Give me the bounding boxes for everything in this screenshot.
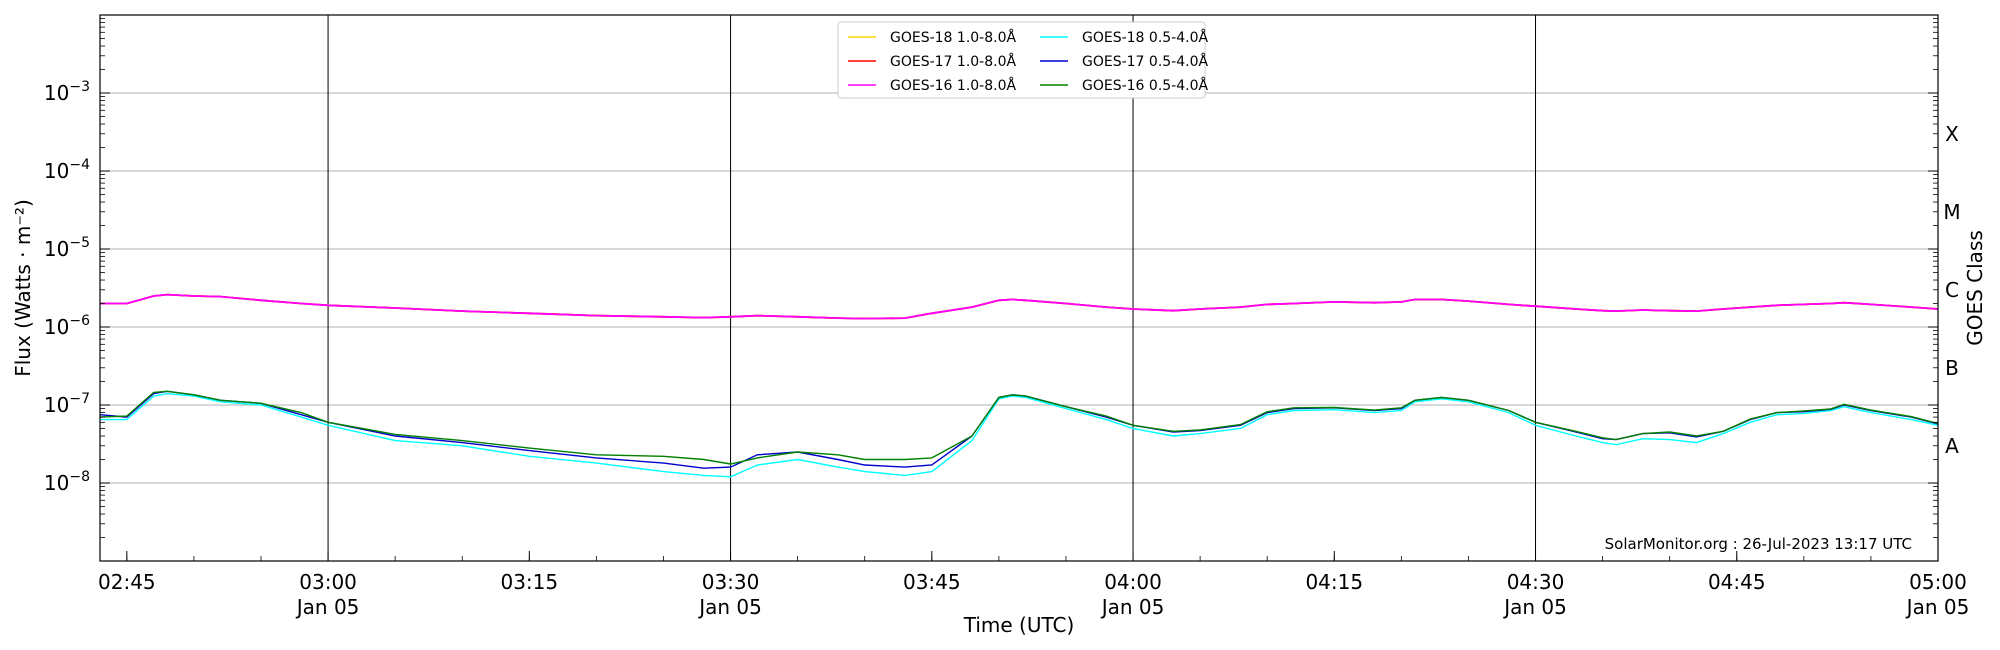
x-tick-label: 04:15 [1305, 570, 1363, 594]
goes-class-label: C [1945, 278, 1959, 302]
x-tick-date-label: Jan 05 [1905, 595, 1970, 619]
x-tick-label: 05:00 [1909, 570, 1967, 594]
goes-class-label: B [1945, 356, 1959, 380]
y-tick-label: 10−7 [44, 391, 90, 417]
legend-box [837, 21, 1206, 99]
legend-entry-label: GOES-17 1.0-8.0Å [890, 53, 1016, 70]
legend-entry-label: GOES-18 1.0-8.0Å [890, 29, 1016, 46]
series-line [99, 390, 1939, 469]
plot-frame [99, 14, 1939, 562]
y-tick-label: 10−4 [44, 157, 90, 183]
x-tick-label: 04:00 [1104, 570, 1162, 594]
x-tick-label: 04:45 [1708, 570, 1766, 594]
series-lines [99, 293, 1939, 478]
y-tick-label: 10−5 [44, 235, 90, 261]
x-tick-date-label: Jan 05 [697, 595, 762, 619]
x-axis-title: Time (UTC) [963, 613, 1075, 637]
right-axis-title: GOES Class [1963, 230, 1987, 346]
x-tick-label: 03:45 [903, 570, 961, 594]
x-tick-label: 03:15 [500, 570, 558, 594]
series-line [100, 293, 1939, 320]
x-tick-date-label: Jan 05 [1502, 595, 1567, 619]
x-tick-date-label: Jan 05 [295, 595, 360, 619]
goes-class-label: A [1945, 434, 1959, 458]
x-tick-label: 03:00 [299, 570, 357, 594]
legend-entry-label: GOES-16 1.0-8.0Å [890, 77, 1016, 94]
x-tick-label: 04:30 [1507, 570, 1565, 594]
y-axis-title: Flux (Watts · m⁻²) [11, 199, 35, 377]
x-tick-label: 03:30 [702, 570, 760, 594]
goes-class-label: M [1943, 200, 1960, 224]
goes-class-label: X [1945, 122, 1959, 146]
y-tick-label: 10−8 [44, 469, 90, 495]
legend: GOES-18 1.0-8.0Å GOES-17 1.0-8.0Å GOES-16 … [837, 21, 1208, 99]
x-tick-date-label: Jan 05 [1100, 595, 1165, 619]
x-tick-label: 02:45 [98, 570, 156, 594]
legend-entry-label: GOES-17 0.5-4.0Å [1082, 53, 1208, 70]
credit-text: SolarMonitor.org : 26-Jul-2023 13:17 UTC [1605, 535, 1912, 553]
legend-entry-label: GOES-16 0.5-4.0Å [1082, 77, 1208, 94]
y-tick-label: 10−3 [44, 79, 90, 105]
series-line [99, 390, 1939, 465]
series-line [100, 392, 1939, 478]
legend-entry-label: GOES-18 0.5-4.0Å [1082, 29, 1208, 46]
y-tick-label: 10−6 [44, 313, 90, 339]
grid-lines [100, 14, 1938, 562]
